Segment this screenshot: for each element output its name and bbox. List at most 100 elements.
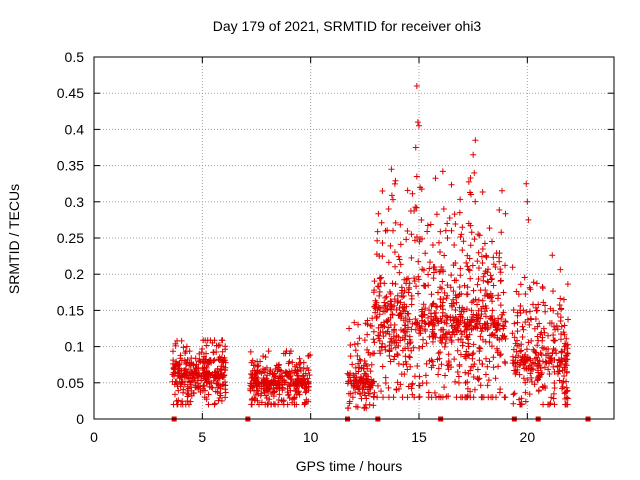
data-point <box>364 363 371 370</box>
data-point <box>562 389 569 396</box>
data-point <box>397 241 404 248</box>
data-point <box>437 327 444 334</box>
data-point <box>374 228 381 235</box>
data-point <box>253 369 260 376</box>
data-point <box>487 322 494 329</box>
data-point <box>526 391 533 398</box>
data-point <box>306 372 313 379</box>
data-point <box>528 374 535 381</box>
data-point <box>413 173 420 180</box>
data-point <box>267 379 274 386</box>
data-point <box>247 371 254 378</box>
data-point <box>528 378 535 385</box>
data-point <box>418 216 425 223</box>
data-point <box>450 296 457 303</box>
data-point <box>382 294 389 301</box>
data-point <box>184 390 191 397</box>
data-point <box>549 252 556 259</box>
data-point <box>520 361 527 368</box>
data-point <box>351 341 358 348</box>
data-point <box>370 402 377 409</box>
data-point <box>488 316 495 323</box>
data-point <box>561 331 568 338</box>
data-point <box>509 330 516 337</box>
data-point <box>455 327 462 334</box>
data-point <box>205 358 212 365</box>
data-point <box>186 359 193 366</box>
data-point <box>409 391 416 398</box>
data-point <box>407 339 414 346</box>
data-point <box>560 378 567 385</box>
data-point <box>219 381 226 388</box>
data-point <box>376 311 383 318</box>
data-point <box>434 304 441 311</box>
data-point <box>277 374 284 381</box>
data-point <box>378 344 385 351</box>
data-point <box>399 287 406 294</box>
data-point <box>385 206 392 213</box>
data-point <box>392 219 399 226</box>
data-point <box>428 291 435 298</box>
data-point <box>546 354 553 361</box>
data-point <box>520 307 527 314</box>
data-point <box>431 263 438 270</box>
data-point <box>361 404 368 411</box>
data-point <box>510 391 517 398</box>
data-point <box>367 351 374 358</box>
data-point <box>512 370 519 377</box>
data-point <box>430 269 437 276</box>
data-point <box>427 221 434 228</box>
data-point <box>470 350 477 357</box>
data-point <box>203 396 210 403</box>
data-point <box>261 369 268 376</box>
data-point <box>452 378 459 385</box>
data-point <box>179 398 186 405</box>
data-point <box>354 404 361 411</box>
data-point <box>546 360 553 367</box>
data-point <box>463 348 470 355</box>
data-point <box>176 372 183 379</box>
data-point <box>300 359 307 366</box>
data-point <box>465 336 472 343</box>
data-point <box>558 362 565 369</box>
data-point <box>362 320 369 327</box>
data-point <box>193 384 200 391</box>
data-point <box>355 321 362 328</box>
data-point <box>404 394 411 401</box>
data-point <box>191 368 198 375</box>
data-point <box>459 247 466 254</box>
data-point <box>497 351 504 358</box>
data-point <box>366 401 373 408</box>
data-point <box>471 386 478 393</box>
data-point <box>258 399 265 406</box>
data-point <box>485 266 492 273</box>
data-point <box>455 336 462 343</box>
data-point <box>286 350 293 357</box>
data-point <box>520 375 527 382</box>
data-point <box>379 328 386 335</box>
data-point <box>408 231 415 238</box>
data-point <box>558 348 565 355</box>
data-point <box>247 348 254 355</box>
data-point <box>382 302 389 309</box>
data-point <box>422 327 429 334</box>
data-point <box>501 394 508 401</box>
data-point <box>370 378 377 385</box>
data-point <box>367 368 374 375</box>
data-point <box>195 365 202 372</box>
data-point <box>497 266 504 273</box>
data-point <box>418 317 425 324</box>
data-point <box>413 283 420 290</box>
data-point <box>420 336 427 343</box>
data-point <box>476 232 483 239</box>
data-point <box>426 307 433 314</box>
data-point <box>445 366 452 373</box>
data-point <box>247 382 254 389</box>
data-point <box>462 379 469 386</box>
data-point <box>427 259 434 266</box>
data-point <box>489 331 496 338</box>
data-point <box>393 332 400 339</box>
data-point <box>388 335 395 342</box>
data-point <box>390 356 397 363</box>
data-point <box>458 231 465 238</box>
